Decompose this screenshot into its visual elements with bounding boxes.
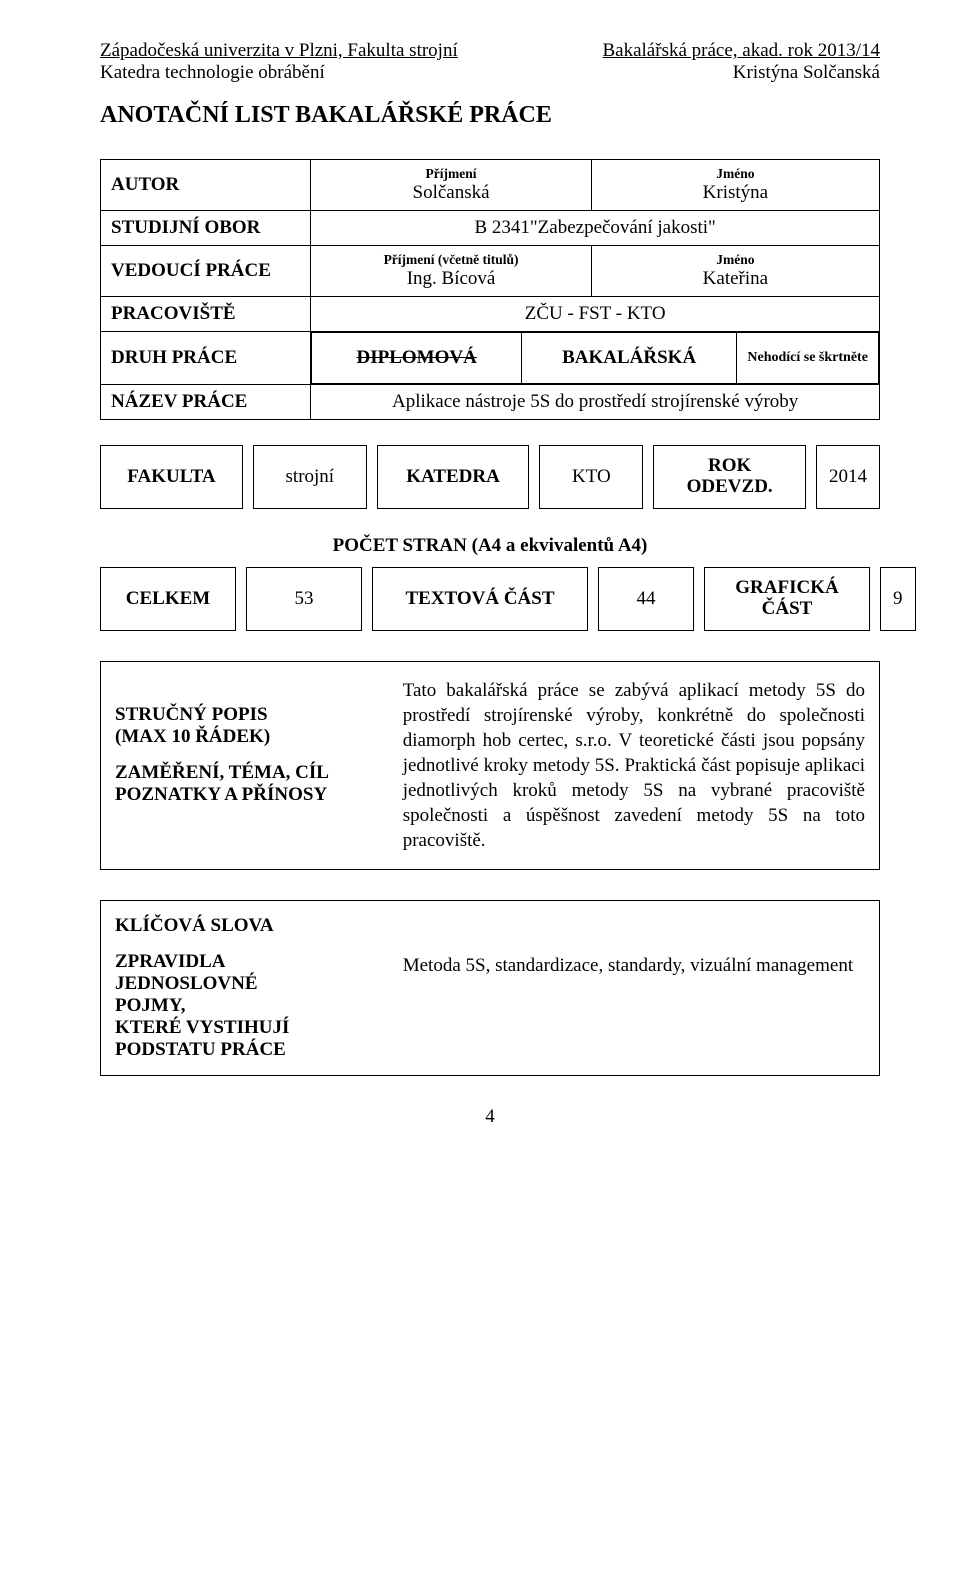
- author-label: AUTOR: [101, 160, 311, 211]
- kw-left-3: POJMY,: [115, 995, 375, 1017]
- description-text: Tato bakalářská práce se zabývá aplikací…: [389, 661, 880, 870]
- rok-label: ROK ODEVZD.: [653, 445, 806, 509]
- celkem-label: CELKEM: [100, 567, 236, 631]
- celkem-value: 53: [246, 567, 362, 631]
- sup-surname-value: Ing. Bícová: [321, 268, 580, 290]
- type-label: DRUH PRÁCE: [101, 332, 311, 385]
- graf-label: GRAFICKÁ ČÁST: [704, 567, 870, 631]
- faculty-row: FAKULTA strojní KATEDRA KTO ROK ODEVZD. …: [100, 445, 880, 509]
- header-right-top: Bakalářská práce, akad. rok 2013/14: [602, 40, 880, 62]
- rok-value: 2014: [816, 445, 880, 509]
- type-note: Nehodící se škrtněte: [737, 333, 879, 384]
- thesis-title-value: Aplikace nástroje 5S do prostředí strojí…: [311, 385, 880, 420]
- page-title: ANOTAČNÍ LIST BAKALÁŘSKÉ PRÁCE: [100, 102, 880, 129]
- kw-left-4: KTERÉ VYSTIHUJÍ: [115, 1017, 375, 1039]
- surname-value: Solčanská: [321, 182, 580, 204]
- graf-value: 9: [880, 567, 916, 631]
- sup-name-value: Kateřina: [602, 268, 869, 290]
- katedra-value: KTO: [539, 445, 643, 509]
- desc-left-3: ZAMĚŘENÍ, TÉMA, CÍL: [115, 762, 375, 784]
- fakulta-label: FAKULTA: [100, 445, 243, 509]
- sup-name-label: Jméno: [602, 252, 869, 268]
- fakulta-value: strojní: [253, 445, 367, 509]
- field-label: STUDIJNÍ OBOR: [101, 211, 311, 246]
- meta-table: AUTOR Příjmení Solčanská Jméno Kristýna …: [100, 159, 880, 420]
- name-label: Jméno: [602, 166, 869, 182]
- header-left-sub: Katedra technologie obrábění: [100, 62, 325, 84]
- sup-surname-label: Příjmení (včetně titulů): [321, 252, 580, 268]
- supervisor-label: VEDOUCÍ PRÁCE: [101, 246, 311, 297]
- kw-head: KLÍČOVÁ SLOVA: [115, 915, 375, 937]
- pages-section-title: POČET STRAN (A4 a ekvivalentů A4): [100, 529, 880, 567]
- workplace-label: PRACOVIŠTĚ: [101, 297, 311, 332]
- header-left-top: Západočeská univerzita v Plzni, Fakulta …: [100, 40, 458, 62]
- desc-left-1: STRUČNÝ POPIS: [115, 704, 375, 726]
- kw-left-5: PODSTATU PRÁCE: [115, 1039, 375, 1061]
- kw-left-2: JEDNOSLOVNÉ: [115, 973, 375, 995]
- keywords-text: Metoda 5S, standardizace, standardy, viz…: [389, 901, 880, 1076]
- header-right-sub: Kristýna Solčanská: [733, 62, 880, 84]
- field-value: B 2341"Zabezpečování jakosti": [311, 211, 880, 246]
- desc-left-4: POZNATKY A PŘÍNOSY: [115, 784, 375, 806]
- text-value: 44: [598, 567, 694, 631]
- katedra-label: KATEDRA: [377, 445, 530, 509]
- thesis-title-label: NÁZEV PRÁCE: [101, 385, 311, 420]
- type-diploma: DIPLOMOVÁ: [312, 333, 522, 384]
- workplace-value: ZČU - FST - KTO: [311, 297, 880, 332]
- text-label: TEXTOVÁ ČÁST: [372, 567, 588, 631]
- surname-label: Příjmení: [321, 166, 580, 182]
- name-value: Kristýna: [602, 182, 869, 204]
- page-number: 4: [100, 1106, 880, 1128]
- pages-section: POČET STRAN (A4 a ekvivalentů A4) CELKEM…: [100, 529, 880, 631]
- type-bachelor: BAKALÁŘSKÁ: [521, 333, 736, 384]
- desc-left-2: (MAX 10 ŘÁDEK): [115, 726, 375, 748]
- description-box: STRUČNÝ POPIS (MAX 10 ŘÁDEK) ZAMĚŘENÍ, T…: [100, 661, 880, 871]
- kw-left-1: ZPRAVIDLA: [115, 951, 375, 973]
- keywords-box: KLÍČOVÁ SLOVA ZPRAVIDLA JEDNOSLOVNÉ POJM…: [100, 900, 880, 1076]
